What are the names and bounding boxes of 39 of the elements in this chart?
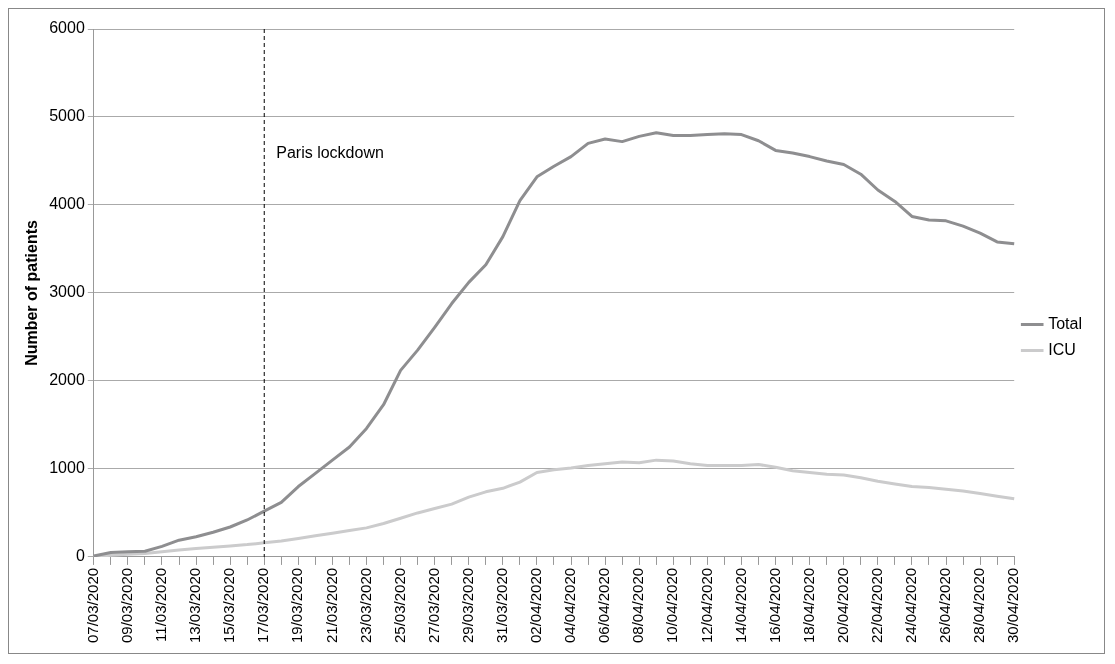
x-tick-label: 20/04/2020 bbox=[833, 567, 851, 643]
x-tick-label: 04/04/2020 bbox=[561, 567, 579, 643]
ref-line-label: Paris lockdown bbox=[276, 144, 384, 162]
x-tick-label: 15/03/2020 bbox=[220, 567, 238, 643]
x-tick-label: 30/04/2020 bbox=[1004, 567, 1022, 643]
y-tick-label: 6000 bbox=[49, 19, 85, 37]
y-tick-label: 4000 bbox=[49, 195, 85, 213]
y-tick-label: 5000 bbox=[49, 107, 85, 125]
x-tick-label: 16/04/2020 bbox=[765, 567, 783, 643]
x-tick-label: 28/04/2020 bbox=[970, 567, 988, 643]
legend-label: Total bbox=[1048, 314, 1082, 332]
y-axis-title: Number of patients bbox=[23, 219, 41, 366]
x-tick-label: 13/03/2020 bbox=[186, 567, 204, 643]
x-tick-label: 29/03/2020 bbox=[458, 567, 476, 643]
x-tick-label: 07/03/2020 bbox=[83, 567, 101, 643]
x-tick-label: 08/04/2020 bbox=[629, 567, 647, 643]
y-tick-label: 3000 bbox=[49, 283, 85, 301]
x-tick-label: 22/04/2020 bbox=[867, 567, 885, 643]
x-tick-label: 23/03/2020 bbox=[356, 567, 374, 643]
x-tick-label: 06/04/2020 bbox=[595, 567, 613, 643]
x-tick-label: 18/04/2020 bbox=[799, 567, 817, 643]
x-tick-label: 27/03/2020 bbox=[424, 567, 442, 643]
x-tick-label: 26/04/2020 bbox=[936, 567, 954, 643]
x-tick-label: 10/04/2020 bbox=[663, 567, 681, 643]
x-tick-label: 24/04/2020 bbox=[902, 567, 920, 643]
x-tick-label: 02/04/2020 bbox=[527, 567, 545, 643]
y-tick-label: 0 bbox=[75, 547, 85, 565]
x-tick-label: 25/03/2020 bbox=[390, 567, 408, 643]
y-tick-label: 2000 bbox=[49, 371, 85, 389]
x-tick-label: 19/03/2020 bbox=[288, 567, 306, 643]
x-tick-label: 17/03/2020 bbox=[254, 567, 272, 643]
x-tick-label: 21/03/2020 bbox=[322, 567, 340, 643]
x-tick-label: 11/03/2020 bbox=[152, 567, 170, 642]
x-tick-label: 12/04/2020 bbox=[697, 567, 715, 643]
legend-label: ICU bbox=[1048, 340, 1076, 358]
x-tick-label: 09/03/2020 bbox=[118, 567, 136, 643]
x-tick-label: 31/03/2020 bbox=[493, 567, 511, 643]
x-tick-label: 14/04/2020 bbox=[731, 567, 749, 643]
y-tick-label: 1000 bbox=[49, 459, 85, 477]
